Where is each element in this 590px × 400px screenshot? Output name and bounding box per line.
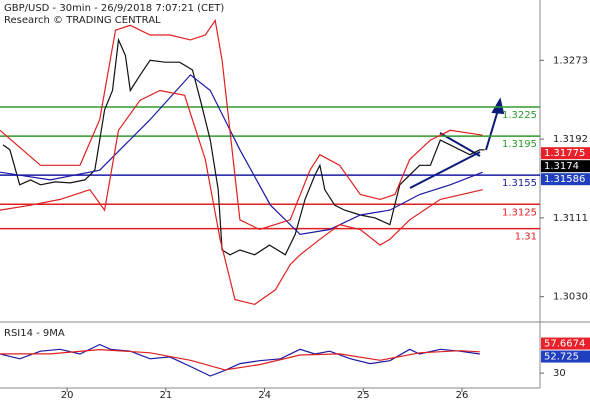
series-line	[0, 348, 480, 371]
price-box-label: 1.31775	[544, 148, 585, 159]
rsi-title: RSI14 - 9MA	[4, 328, 65, 339]
trendline	[409, 151, 481, 189]
series-line	[0, 18, 483, 231]
level-label: 1.3155	[502, 178, 537, 189]
price-box-label: 52.725	[544, 352, 579, 363]
price-box	[541, 160, 590, 173]
arrow	[485, 109, 499, 151]
chart-title: GBP/USD - 30min - 26/9/2018 7:07:21 (CET…	[4, 3, 224, 14]
source: Research © TRADING CENTRAL	[4, 15, 161, 26]
y-tick-label: 1.3273	[553, 55, 588, 66]
price-box	[541, 147, 590, 160]
x-tick-label: 24	[258, 390, 271, 400]
series-line	[2, 37, 485, 256]
level-label: 1.3225	[502, 110, 537, 121]
level-label: 1.3125	[502, 207, 537, 218]
price-box-label: 1.31586	[544, 174, 585, 185]
price-box-label: 1.3174	[544, 161, 579, 172]
price-box	[541, 337, 590, 350]
x-tick-label: 21	[159, 390, 172, 400]
y-tick-label: 1.3030	[553, 292, 588, 303]
x-tick-label: 25	[357, 390, 370, 400]
series-line	[0, 89, 483, 306]
level-label: 1.3195	[502, 139, 537, 150]
price-box	[541, 350, 590, 363]
x-tick-label: 20	[61, 390, 74, 400]
y-tick-label: 30	[553, 368, 566, 379]
level-label: 1.31	[515, 232, 537, 243]
y-tick-label: 1.3192	[553, 134, 588, 145]
x-tick-label: 26	[456, 390, 469, 400]
price-box-label: 57.6674	[544, 339, 585, 350]
price-box	[541, 173, 590, 186]
series-line	[0, 74, 483, 236]
y-tick-label: 1.3111	[553, 213, 588, 224]
